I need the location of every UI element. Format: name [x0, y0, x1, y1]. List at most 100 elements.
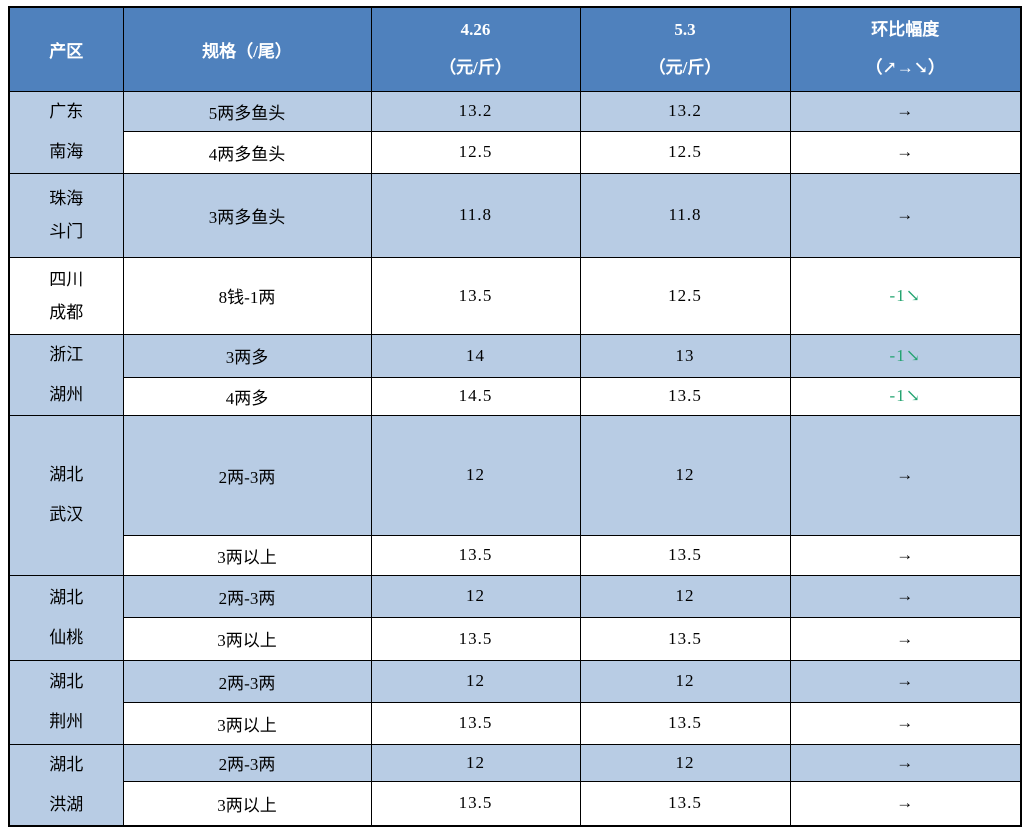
- region-line: 珠海: [49, 189, 84, 208]
- change-cell: →: [789, 90, 1022, 132]
- change-cell: →: [789, 743, 1022, 783]
- price-426-cell: 12: [370, 574, 581, 618]
- price-53-value: 12: [675, 586, 695, 605]
- price-426-cell: 12.5: [370, 130, 581, 174]
- trend-arrow-icon: →: [896, 142, 915, 161]
- price-426-cell: 12: [370, 743, 581, 783]
- region-line: 荆州: [49, 712, 84, 731]
- price-426-cell: 13.5: [370, 701, 581, 745]
- price-53-cell: 12: [579, 414, 791, 536]
- price-53-cell: 13.5: [579, 534, 791, 576]
- price-426-cell: 13.5: [370, 781, 581, 826]
- table-row: 湖北 仙桃 2两-3两 12 12 →: [8, 574, 1022, 661]
- table-row: 4两多 14.5 13.5 -1↘: [9, 377, 1022, 416]
- table-row: 3两以上 13.5 13.5 →: [9, 781, 1022, 826]
- table-row: 四川 成都 8钱-1两 13.5 12.5 -1↘: [8, 256, 1022, 335]
- region-line: 湖北: [49, 754, 84, 774]
- spec-cell: 2两-3两: [122, 414, 372, 536]
- price-426-cell: 12: [370, 414, 581, 536]
- price-53-value: 12: [675, 465, 695, 484]
- header-date1-unit: （元/斤）: [439, 58, 512, 78]
- price-426-cell: 13.5: [370, 534, 581, 576]
- table-row: 4两多鱼头 12.5 12.5 →: [9, 130, 1022, 174]
- trend-arrow-icon: →: [896, 713, 915, 732]
- price-53-cell: 13.5: [579, 701, 791, 745]
- price-53-cell: 12.5: [579, 256, 791, 335]
- change-cell: -1↘: [789, 377, 1022, 416]
- price-426-cell: 13.5: [370, 616, 581, 661]
- spec-value: 3两多: [225, 348, 269, 368]
- change-cell: →: [789, 659, 1022, 703]
- price-53-cell: 13.2: [579, 90, 791, 132]
- price-53-value: 13.5: [668, 386, 702, 406]
- price-426-cell: 13.5: [370, 256, 581, 335]
- spec-value: 8钱-1两: [218, 288, 276, 307]
- table-row: 3两以上 13.5 13.5 →: [9, 701, 1022, 745]
- change-cell: →: [789, 172, 1022, 258]
- header-date1-value: 4.26: [460, 20, 491, 40]
- change-cell: →: [789, 616, 1022, 661]
- price-53-cell: 13: [579, 333, 791, 379]
- region-cell-hubei-xiantao: 湖北 仙桃: [8, 574, 124, 661]
- region-line: 斗门: [49, 222, 84, 241]
- region-cell-sichuan-chengdu: 四川 成都: [8, 256, 124, 335]
- header-change-legend-icons: （↗→↘）: [865, 58, 946, 78]
- header-change-label: 环比幅度: [871, 20, 940, 40]
- region-line: 湖北: [49, 672, 84, 691]
- spec-cell: 3两以上: [122, 781, 372, 826]
- price-53-value: 13.5: [668, 628, 702, 648]
- region-line: 湖北: [49, 587, 84, 607]
- price-426-cell: 14.5: [370, 377, 581, 416]
- spec-value: 2两-3两: [218, 755, 276, 775]
- spec-cell: 3两以上: [122, 701, 372, 745]
- region-line: 四川: [49, 269, 84, 289]
- table-row: 3两以上 13.5 13.5 →: [9, 534, 1022, 576]
- region-line: 洪湖: [49, 794, 84, 814]
- header-date1: 4.26 （元/斤）: [370, 6, 581, 92]
- change-cell: →: [789, 574, 1022, 618]
- price-426-value: 13.5: [458, 545, 493, 564]
- region-line: 广东: [49, 102, 84, 121]
- region-cell-zhejiang-huzhou: 浙江 湖州: [8, 333, 124, 416]
- trend-arrow-icon: →: [896, 101, 915, 120]
- region-line: 湖北: [49, 465, 84, 484]
- price-53-value: 13.5: [668, 545, 702, 564]
- spec-cell: 8钱-1两: [122, 256, 372, 335]
- header-date2-value: 5.3: [674, 20, 696, 40]
- fish-price-table: 产区 规格（/尾） 4.26 （元/斤） 5.3 （元/斤） 环比幅度 （↗→↘…: [8, 6, 1022, 827]
- price-426-value: 13.2: [458, 101, 493, 120]
- trend-down-icon: -1↘: [889, 285, 921, 305]
- region-line: 南海: [49, 142, 84, 161]
- price-53-cell: 12: [579, 659, 791, 703]
- trend-arrow-icon: →: [896, 752, 915, 772]
- region-cell-zhuhai-doumen: 珠海 斗门: [8, 172, 124, 258]
- change-cell: -1↘: [789, 333, 1022, 379]
- price-53-cell: 11.8: [579, 172, 791, 258]
- price-53-cell: 13.5: [579, 781, 791, 826]
- table-row: 湖北 荆州 2两-3两 12 12 →: [8, 659, 1022, 745]
- spec-value: 2两-3两: [218, 673, 276, 693]
- table-row: 珠海 斗门 3两多鱼头 11.8 11.8 →: [8, 172, 1022, 258]
- price-426-value: 12: [466, 671, 485, 690]
- price-426-cell: 14: [370, 333, 581, 379]
- price-53-cell: 13.5: [579, 377, 791, 416]
- region-line: 仙桃: [49, 627, 84, 647]
- spec-value: 2两-3两: [218, 588, 276, 608]
- price-426-value: 12: [466, 465, 485, 484]
- trend-arrow-icon: →: [896, 793, 915, 813]
- table-header-row: 产区 规格（/尾） 4.26 （元/斤） 5.3 （元/斤） 环比幅度 （↗→↘…: [8, 6, 1022, 92]
- price-426-value: 12: [466, 586, 485, 605]
- price-53-cell: 12.5: [579, 130, 791, 174]
- spec-value: 3两以上: [217, 631, 277, 650]
- spec-cell: 2两-3两: [122, 743, 372, 783]
- spec-cell: 3两多鱼头: [122, 172, 372, 258]
- price-53-value: 12.5: [668, 285, 702, 305]
- trend-arrow-icon: →: [896, 671, 915, 690]
- table-row: 广东 南海 5两多鱼头 13.2 13.2 →: [8, 90, 1022, 174]
- header-spec: 规格（/尾）: [122, 6, 372, 92]
- price-426-value: 11.8: [458, 205, 493, 224]
- region-line: 浙江: [49, 344, 84, 364]
- trend-arrow-icon: →: [896, 545, 915, 564]
- price-426-value: 14: [466, 345, 485, 365]
